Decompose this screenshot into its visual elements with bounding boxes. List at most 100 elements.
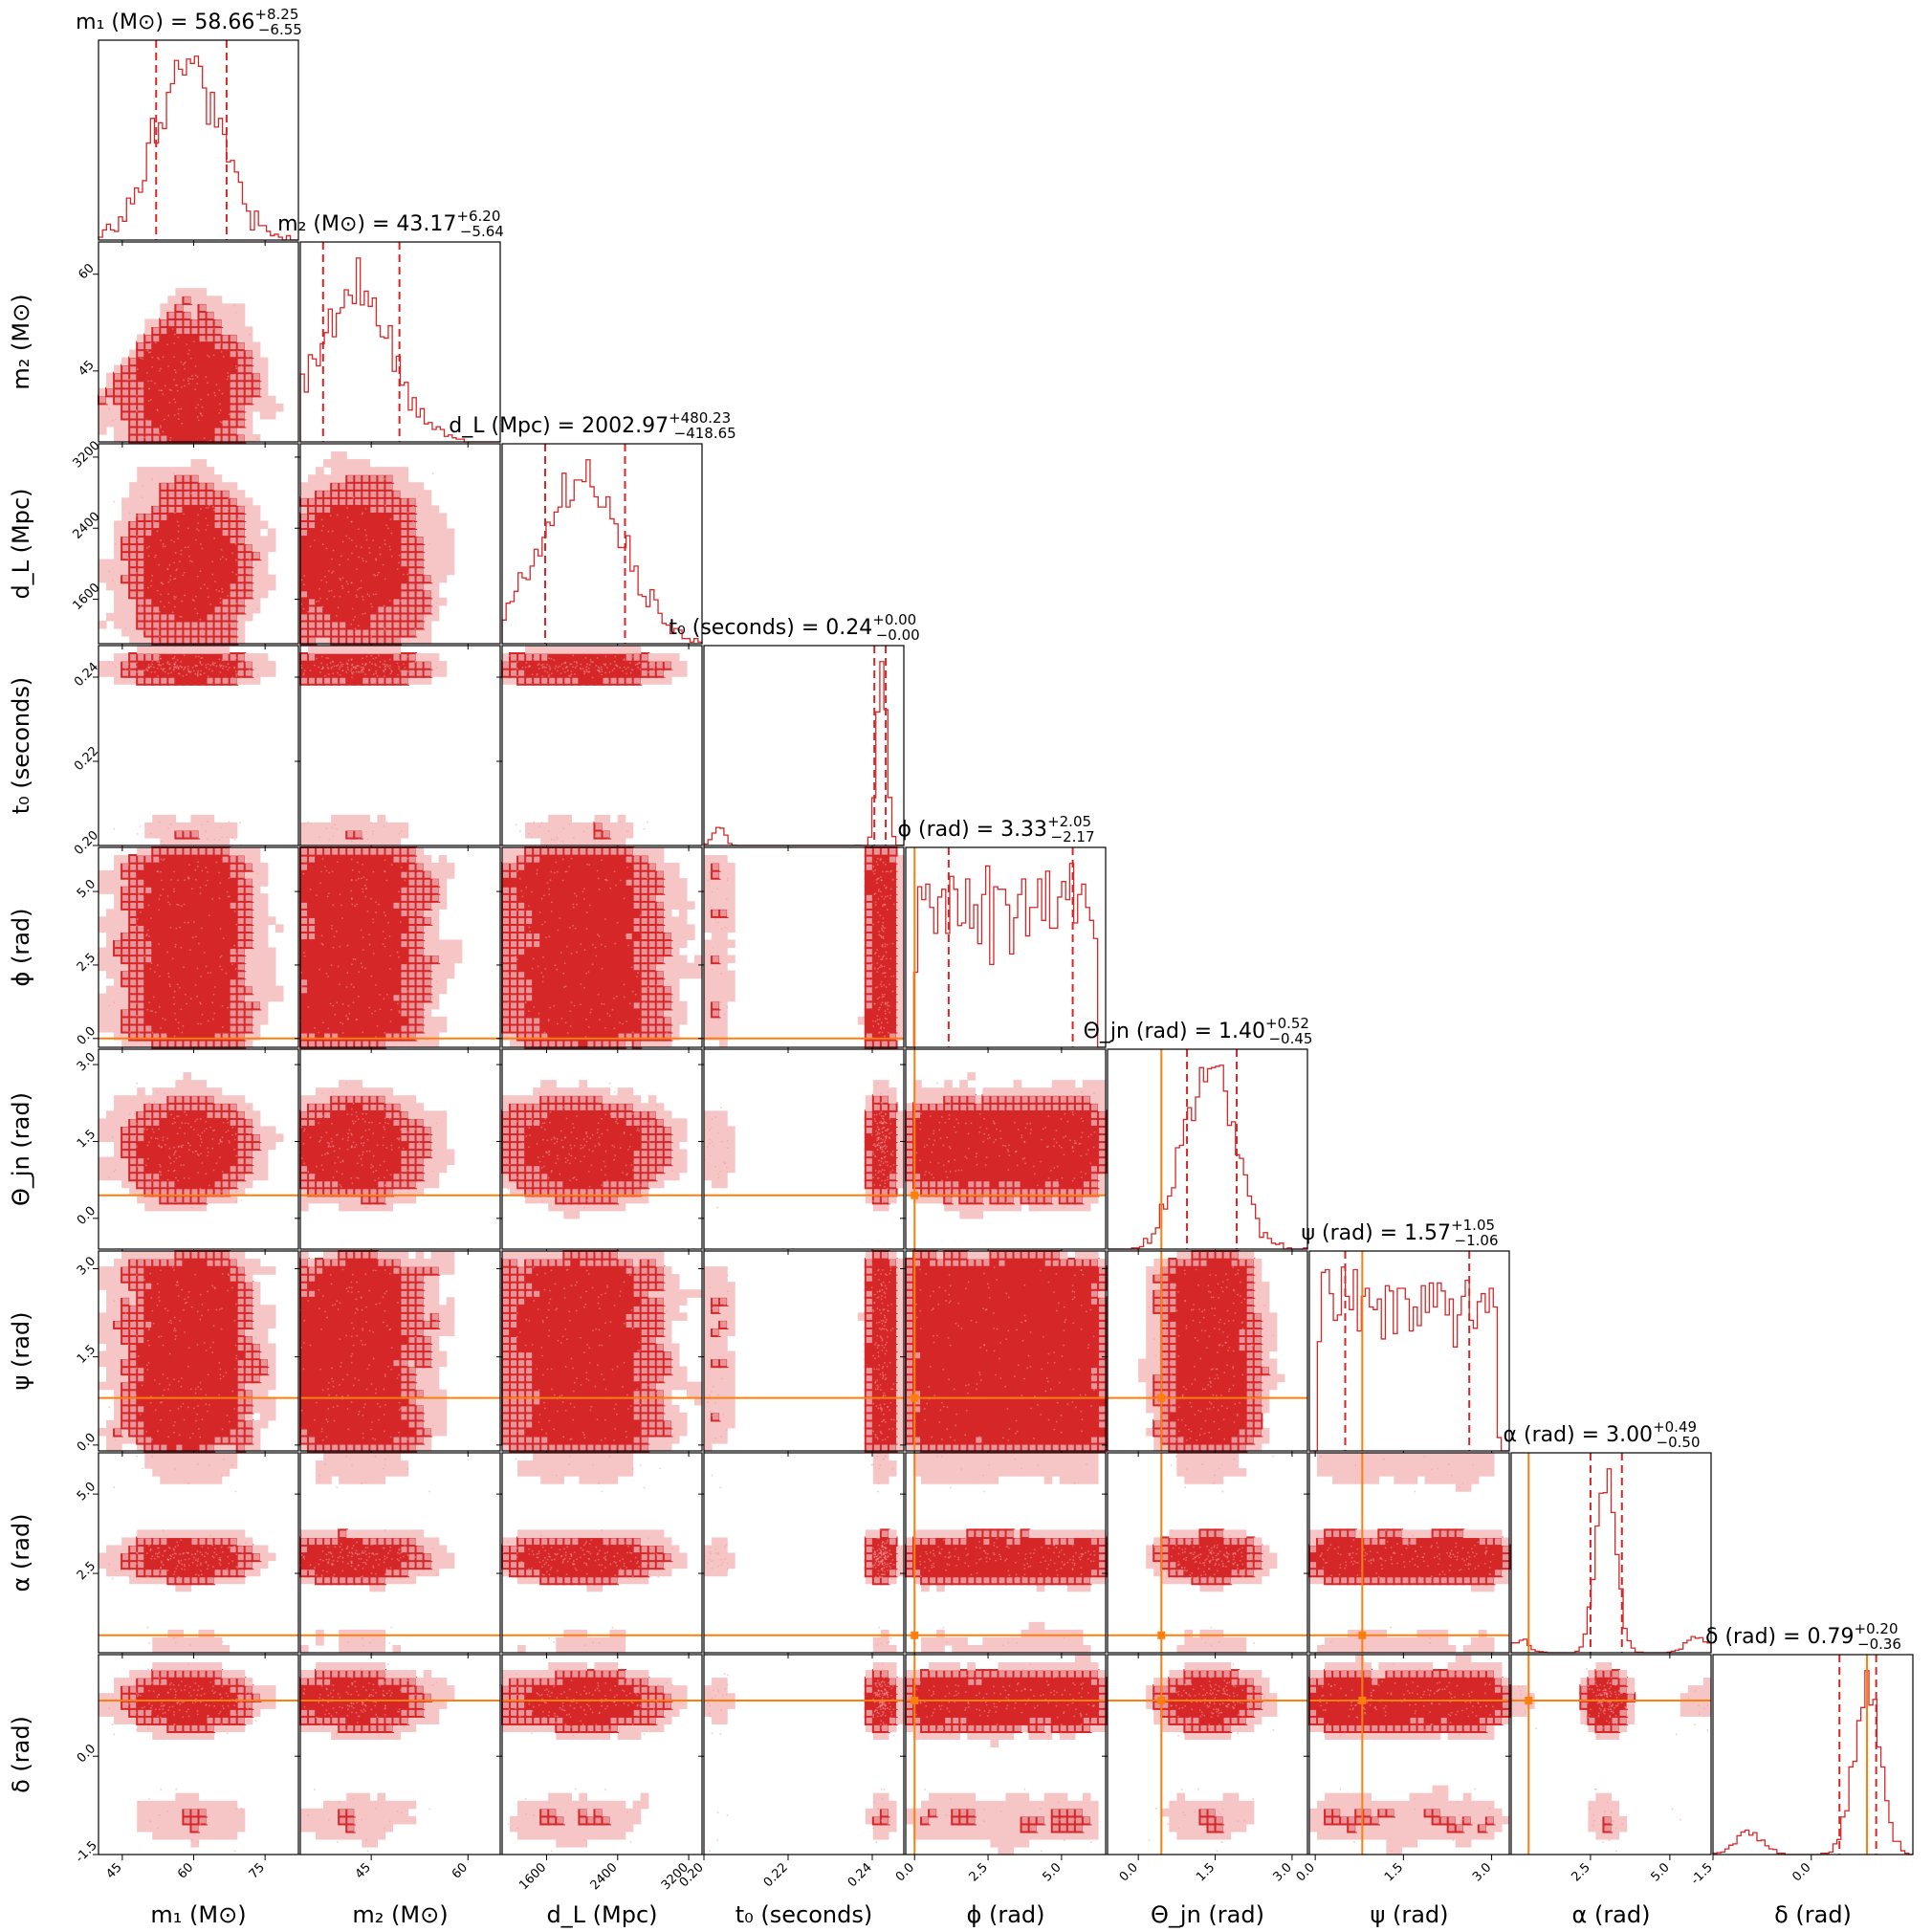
sample-point [175,667,178,670]
sample-point [325,827,328,829]
density-cell [198,459,208,468]
sample-point [347,559,349,560]
sample-point [406,655,409,658]
sample-point [205,517,208,519]
density-cell [213,474,223,483]
sample-point [162,393,165,396]
sample-point [352,670,355,673]
sample-point [177,1021,180,1024]
sample-point [140,357,142,360]
sample-point [321,605,324,608]
sample-point [363,529,366,531]
density-cell [594,646,604,654]
sample-point [149,968,152,970]
density-cell [670,924,680,933]
sample-point [358,971,361,974]
sample-point [372,870,375,873]
density-cell [106,1016,115,1025]
sample-point [143,629,146,631]
panel-title-m1: m₁ (M⊙) = 58.66+8.25 −6.55 [76,6,302,38]
sample-point [352,957,355,960]
sample-point [196,995,198,998]
density-cell [235,652,247,663]
sample-point [183,669,185,670]
sample-point [145,419,148,422]
sample-point [108,570,111,573]
sample-point [431,472,434,474]
sample-point [406,512,409,515]
sample-point [368,1006,371,1009]
sample-point [382,663,384,666]
sample-point [548,893,551,896]
sample-point [212,327,214,330]
sample-point [172,669,175,671]
sample-point [528,926,531,929]
sample-point [630,966,633,969]
sample-point [205,376,208,379]
sample-point [364,507,367,510]
density-cell [316,482,324,491]
sample-point [328,590,331,593]
density-cell [446,970,455,979]
density-cell [392,822,402,831]
sample-point [173,1012,176,1015]
density-cell [205,481,216,492]
sample-point [225,972,228,975]
sample-point [173,888,175,890]
density-cell [540,822,549,831]
sample-point [212,993,215,996]
sample-point [355,879,358,882]
sample-point [362,949,364,952]
sample-point [135,924,138,927]
sample-point [628,1002,631,1005]
sample-point [192,670,195,672]
sample-point [140,604,142,607]
sample-point [518,877,521,880]
sample-point [150,670,153,673]
sample-point [211,573,214,576]
sample-point [368,552,371,554]
density-cell [438,863,448,871]
density-cell [244,847,253,856]
density-cell [331,451,340,460]
density-cell [407,635,417,645]
sample-point [234,656,237,659]
sample-point [307,1006,310,1008]
density-cell [121,433,130,443]
density-cell [129,597,138,606]
sample-point [114,943,117,946]
sample-point [568,927,571,929]
sample-point [389,665,392,667]
sample-point [604,655,607,658]
sample-point [543,666,546,669]
sample-point [575,661,578,663]
sample-point [166,662,169,665]
sample-point [362,1031,364,1034]
density-cell [267,582,276,591]
density-cell [114,574,122,583]
density-cell [236,847,246,856]
sample-point [111,870,114,873]
sample-point [520,670,523,672]
sample-point [158,943,160,945]
sample-point [184,993,187,996]
sample-point [398,616,401,618]
sample-point [619,1021,622,1024]
density-cell [563,646,572,654]
density-cell [99,661,107,670]
sample-point [176,389,179,392]
sample-point [303,955,306,957]
density-cell [259,395,269,405]
sample-point [399,600,402,603]
sample-point [200,508,203,510]
sample-point [307,821,310,823]
density-cell [430,597,440,606]
sample-point [554,667,557,670]
sample-point [154,971,156,974]
density-cell [99,886,107,894]
sample-point [171,328,174,330]
sample-point [561,858,564,861]
sample-point [350,668,353,670]
sample-point [227,507,230,510]
sample-point [147,351,150,354]
